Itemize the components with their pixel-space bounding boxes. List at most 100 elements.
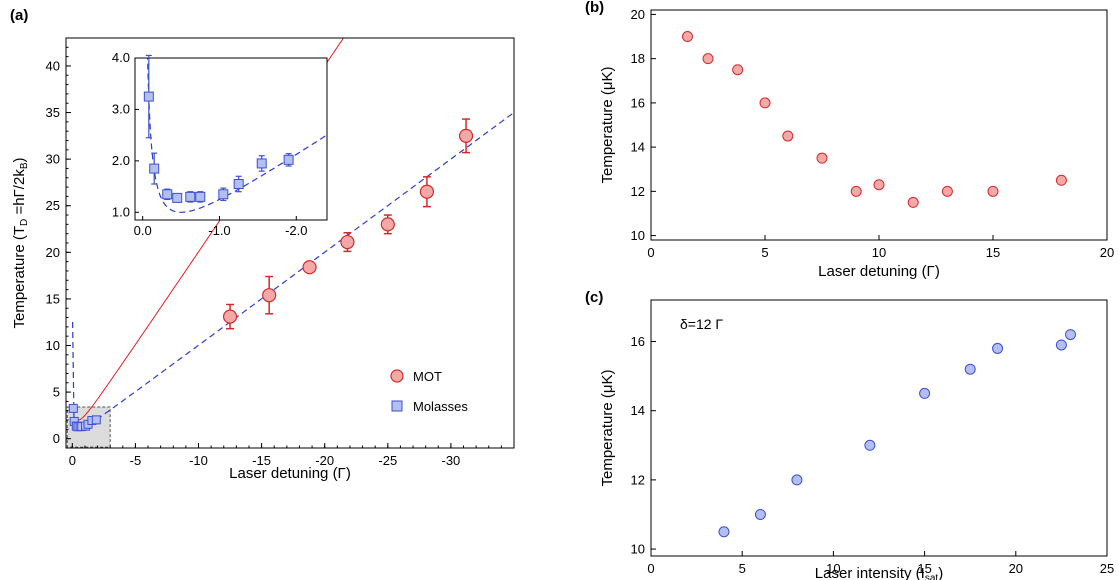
y-tick-label: 10 <box>631 228 645 243</box>
inset-y-tick-label: 1.0 <box>112 204 130 219</box>
inset-x-tick-label: 0.0 <box>134 223 152 238</box>
x-tick-label: 0 <box>647 245 654 260</box>
panel-c-y-axis-title: Temperature (μK) <box>599 369 616 486</box>
panel-b-marker <box>987 185 999 197</box>
panel-b-marker <box>873 179 885 191</box>
panel-c: (c) 0 5 10 15 20 25 10 12 14 16 Temperature (μK) δ=1… <box>585 289 1114 580</box>
x-axis-title-part: sat <box>925 573 939 580</box>
panel-c-marker <box>791 474 803 486</box>
mot-point <box>340 232 355 253</box>
panel-c-marker <box>964 363 976 375</box>
legend-molasses-marker <box>391 400 403 412</box>
x-tick-label: -25 <box>378 453 397 468</box>
x-tick-label: 15 <box>917 561 931 576</box>
mot-point <box>380 214 395 235</box>
x-tick-label: 5 <box>761 245 768 260</box>
inset-molasses-marker <box>149 163 160 174</box>
panel-a-label: (a) <box>10 7 28 24</box>
inset-molasses-point <box>172 192 183 203</box>
molasses-theory-curve <box>72 112 514 431</box>
panel-b-x-axis-title: Laser detuning (Γ) <box>818 263 940 280</box>
inset-molasses-point <box>185 191 196 203</box>
y-tick-label: 10 <box>631 542 645 557</box>
x-tick-label: -20 <box>315 453 334 468</box>
y-tick-label: 30 <box>46 152 60 167</box>
x-tick-label: 25 <box>1100 561 1114 576</box>
panel-c-x-axis-title: Laser intensity (Isat) <box>815 565 943 580</box>
x-axis-title-part: ) <box>938 565 943 580</box>
inset-molasses-point <box>256 155 267 172</box>
y-tick-label: 14 <box>631 140 645 155</box>
y-tick-label: 5 <box>53 385 60 400</box>
panel-b: (b) 0 5 10 15 20 10 12 14 16 18 20 Temperature (μK) L… <box>585 0 1114 280</box>
panel-b-marker <box>1055 174 1067 186</box>
inset-molasses-marker <box>185 191 196 202</box>
inset-molasses-point <box>162 188 173 201</box>
panel-b-marker <box>850 185 862 197</box>
panel-b-marker <box>816 152 828 164</box>
mot-point <box>262 275 277 315</box>
panel-c-annotation: δ=12 Γ <box>680 316 723 332</box>
x-tick-label: 10 <box>872 245 886 260</box>
x-tick-label: 0 <box>647 561 654 576</box>
inset-molasses-marker <box>256 158 267 169</box>
inset-x-tick-label: -1.0 <box>208 223 230 238</box>
y-tick-label: 15 <box>46 291 60 306</box>
inset-molasses-marker <box>172 192 183 203</box>
panel-b-marker <box>732 64 744 76</box>
inset-molasses-point <box>283 153 294 167</box>
inset: 0.0 -1.0 -2.0 1.0 2.0 3.0 4.0 <box>112 50 328 238</box>
panel-b-marker <box>941 185 953 197</box>
panel-b-frame <box>650 9 1108 241</box>
y-tick-label: 10 <box>46 338 60 353</box>
inset-molasses-marker <box>195 191 206 202</box>
x-tick-label: 20 <box>1100 245 1114 260</box>
y-tick-label: 0 <box>53 431 60 446</box>
x-tick-label: 15 <box>986 245 1000 260</box>
panel-c-label: (c) <box>585 289 603 306</box>
inset-molasses-point <box>233 175 244 193</box>
panel-c-marker <box>718 526 730 538</box>
mot-point <box>222 303 238 330</box>
mot-point <box>302 260 317 275</box>
legend-mot-marker <box>390 369 404 383</box>
mot-marker <box>380 217 395 232</box>
panel-b-marker <box>907 196 919 208</box>
inset-y-tick-label: 2.0 <box>112 153 130 168</box>
panel-b-marker <box>681 31 693 43</box>
panel-b-marker <box>702 53 714 65</box>
x-tick-label: 20 <box>1009 561 1023 576</box>
panel-c-marker <box>992 342 1004 354</box>
inset-y-tick-label: 4.0 <box>112 50 130 65</box>
legend-molasses-label: Molasses <box>413 399 468 414</box>
y-tick-label: 12 <box>631 472 645 487</box>
mot-marker <box>222 309 238 324</box>
panel-a: (a) 0 -5 -10 -15 -20 -25 -30 0 5 10 15 20 25 30 35 40 Las… <box>10 7 515 482</box>
molasses-marker <box>91 415 101 425</box>
mot-point <box>458 118 474 154</box>
inset-molasses-marker <box>233 179 244 189</box>
y-tick-label: 35 <box>46 105 60 120</box>
inset-frame <box>134 57 328 221</box>
x-tick-label: 10 <box>826 561 840 576</box>
panel-a-x-axis-title: Laser detuning (Γ) <box>229 465 351 482</box>
inset-molasses-point <box>149 152 160 185</box>
panel-c-marker <box>1065 329 1077 341</box>
y-tick-label: 20 <box>631 7 645 22</box>
panel-b-marker <box>782 130 794 142</box>
x-tick-label: 0 <box>69 453 76 468</box>
inset-molasses-marker <box>162 189 173 200</box>
panel-b-label: (b) <box>585 0 604 16</box>
y-tick-label: 40 <box>46 58 60 73</box>
inset-molasses-point <box>195 191 206 203</box>
inset-molasses-marker <box>143 91 154 102</box>
x-tick-label: -10 <box>189 453 208 468</box>
panel-c-frame <box>650 299 1108 557</box>
y-tick-label: 25 <box>46 198 60 213</box>
x-axis-title-part: Laser intensity (I <box>815 565 925 580</box>
inset-y-tick-label: 3.0 <box>112 101 130 116</box>
panel-b-marker <box>759 97 771 109</box>
panel-b-y-axis-title: Temperature (μK) <box>599 66 616 183</box>
mot-marker <box>419 184 435 199</box>
